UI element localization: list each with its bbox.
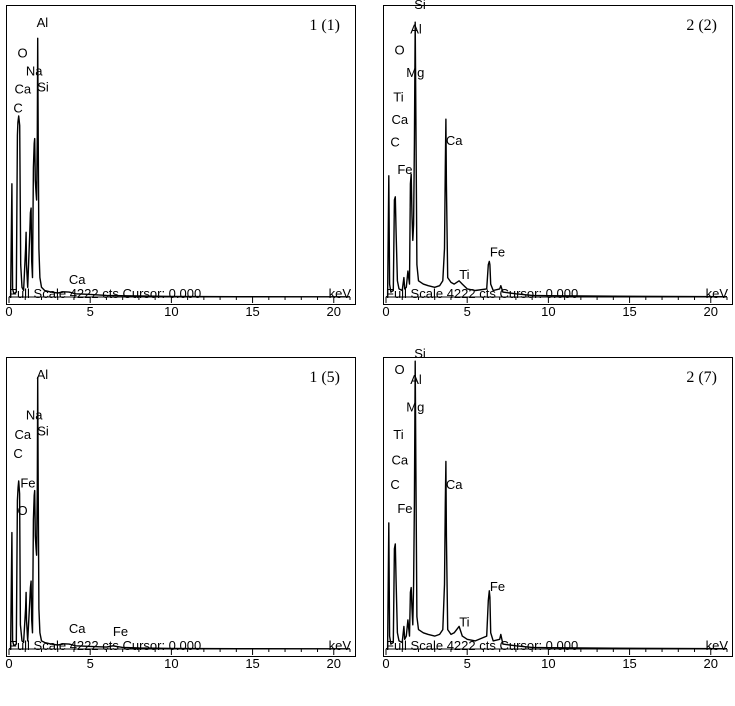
x-tick-label: 5 bbox=[464, 656, 471, 671]
panel-title: 1 (5) bbox=[309, 369, 340, 386]
spectrum-line bbox=[385, 21, 728, 298]
panel-title: 1 (1) bbox=[309, 17, 340, 34]
panel-footer: Full Scale 4222 cts Cursor: 0.000 keV bbox=[7, 637, 355, 655]
spectrum-panel: 0 5 10 15 20 Si O Al Mg Ti Ca C Fe Ca Fe Ti 2 (7) Full S… bbox=[382, 346, 733, 671]
x-tick-label: 20 bbox=[327, 656, 341, 671]
x-tick-label: 10 bbox=[164, 656, 178, 671]
x-tick-label: 10 bbox=[541, 656, 555, 671]
peak-label: C bbox=[390, 477, 399, 492]
panel-footer: Full Scale 4222 cts Cursor: 0.000 keV bbox=[7, 285, 355, 303]
peak-label: Si bbox=[414, 0, 426, 12]
x-tick-label: 0 bbox=[5, 304, 12, 319]
peak-label: Ti bbox=[459, 267, 469, 282]
x-tick-label: 20 bbox=[704, 304, 718, 319]
peak-label: Fe bbox=[397, 501, 412, 516]
spectrum-line bbox=[8, 376, 351, 650]
panel-title: 2 (7) bbox=[686, 369, 717, 386]
spectrum-panel: 0 5 10 15 20 Al Na Si Ca C Fe O Ca Fe 1 (5) Full Scale… bbox=[5, 357, 356, 671]
spectrum-line bbox=[385, 360, 728, 650]
peak-label: C bbox=[13, 101, 22, 116]
peak-label: Ca bbox=[392, 112, 409, 127]
peak-label: Fe bbox=[20, 475, 35, 490]
peak-label: Fe bbox=[113, 624, 128, 639]
peak-label: Ca bbox=[15, 81, 32, 96]
peak-label: Si bbox=[414, 346, 426, 361]
unit-label: keV bbox=[705, 638, 728, 653]
x-tick-label: 20 bbox=[704, 656, 718, 671]
peak-label: Ca bbox=[446, 133, 463, 148]
x-tick-label: 0 bbox=[382, 304, 389, 319]
panel-footer: Full Scale 4222 cts Cursor: 0.000 keV bbox=[384, 637, 732, 655]
peak-label: Ti bbox=[393, 427, 403, 442]
x-tick-label: 5 bbox=[87, 304, 94, 319]
peak-label: Ca bbox=[15, 427, 32, 442]
peak-label: O bbox=[17, 503, 27, 518]
peak-label: Si bbox=[37, 80, 49, 95]
unit-label: keV bbox=[328, 638, 351, 653]
spectrum-panel: 0 5 10 15 20 Al O Na Si Ca C Ca 1 (1) Full Scale 422… bbox=[5, 5, 356, 319]
peak-label: Si bbox=[37, 424, 49, 439]
peak-label: C bbox=[13, 446, 22, 461]
peak-label: Ca bbox=[392, 453, 409, 468]
x-tick-label: 10 bbox=[164, 304, 178, 319]
x-tick-label: 0 bbox=[5, 656, 12, 671]
x-tick-label: 0 bbox=[382, 656, 389, 671]
peak-label: Na bbox=[26, 407, 43, 422]
peak-label: Ca bbox=[69, 621, 86, 636]
full-scale-readout: Full Scale 4222 cts Cursor: 0.000 bbox=[9, 286, 202, 301]
peak-label: Al bbox=[37, 367, 49, 382]
x-tick-label: 15 bbox=[245, 656, 259, 671]
full-scale-readout: Full Scale 4222 cts Cursor: 0.000 bbox=[386, 638, 579, 653]
x-tick-label: 15 bbox=[622, 304, 636, 319]
peak-label: Ca bbox=[69, 272, 86, 287]
peak-label: O bbox=[394, 43, 404, 58]
peak-label: Fe bbox=[490, 579, 505, 594]
peak-label: Mg bbox=[406, 65, 424, 80]
x-tick-label: 5 bbox=[87, 656, 94, 671]
peak-label: C bbox=[390, 135, 399, 150]
peak-label: Fe bbox=[397, 162, 412, 177]
full-scale-readout: Full Scale 4222 cts Cursor: 0.000 bbox=[386, 286, 579, 301]
peak-label: Mg bbox=[406, 399, 424, 414]
x-tick-label: 10 bbox=[541, 304, 555, 319]
peak-label: Na bbox=[26, 64, 43, 79]
peak-label: O bbox=[394, 362, 404, 377]
x-tick-label: 5 bbox=[464, 304, 471, 319]
unit-label: keV bbox=[328, 286, 351, 301]
panel-footer: Full Scale 4222 cts Cursor: 0.000 keV bbox=[384, 285, 732, 303]
peak-label: Ca bbox=[446, 477, 463, 492]
peak-label: Al bbox=[410, 372, 422, 387]
spectrum-panel: 0 5 10 15 20 Si Al O Mg Ti Ca C Ca Fe Fe Ti 2 (2) Full S… bbox=[382, 0, 733, 319]
peak-label: Ti bbox=[459, 614, 469, 629]
x-tick-label: 20 bbox=[327, 304, 341, 319]
panel-title: 2 (2) bbox=[686, 17, 717, 34]
spectrum-plot: 0 5 10 15 20 Al Na Si Ca C Fe O Ca Fe 1 (5) bbox=[5, 367, 351, 671]
peak-label: Fe bbox=[490, 245, 505, 260]
peak-label: Al bbox=[410, 21, 422, 36]
x-tick-label: 15 bbox=[245, 304, 259, 319]
peak-label: O bbox=[17, 46, 27, 61]
unit-label: keV bbox=[705, 286, 728, 301]
x-tick-label: 15 bbox=[622, 656, 636, 671]
peak-label: Al bbox=[37, 15, 49, 30]
peak-label: Ti bbox=[393, 89, 403, 104]
full-scale-readout: Full Scale 4222 cts Cursor: 0.000 bbox=[9, 638, 202, 653]
spectrum-line bbox=[8, 37, 351, 298]
